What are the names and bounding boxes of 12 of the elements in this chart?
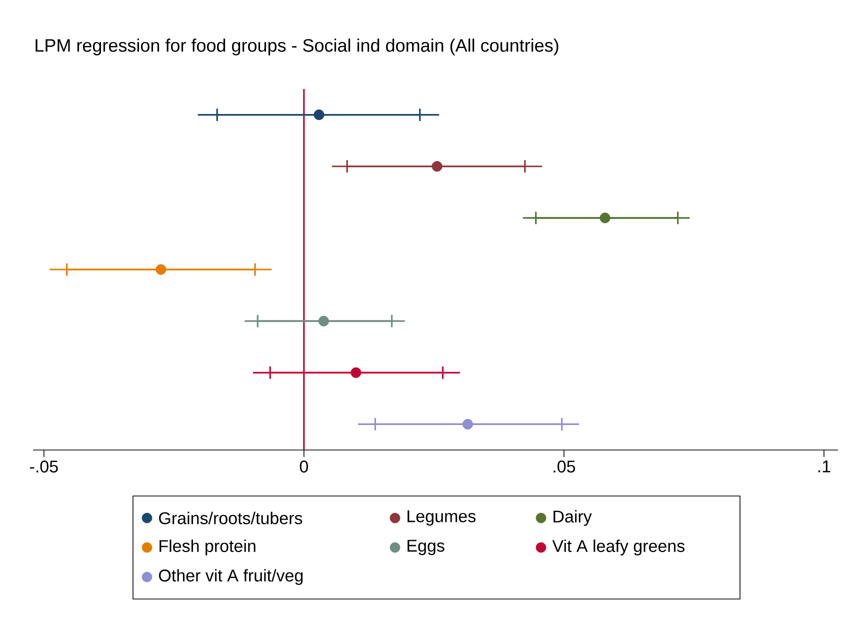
legend-label: Vit A leafy greens — [552, 540, 684, 556]
legend-label: Grains/roots/tubers — [159, 512, 302, 524]
x-tick-label: .1 — [818, 460, 830, 472]
x-tick-label: 0 — [300, 460, 308, 473]
legend-label: Flesh protein — [160, 540, 256, 556]
x-tick-label: .05 — [554, 460, 576, 473]
legend-label: Eggs — [408, 540, 444, 556]
x-tick-label: -.05 — [30, 460, 58, 473]
legend-label: Dairy — [554, 510, 592, 526]
legend-label: Legumes — [408, 510, 476, 526]
legend-label: Other vit A fruit/veg — [159, 569, 303, 585]
chart-title: LPM regression for food groups - Social ind domain (All countries) — [36, 38, 558, 56]
